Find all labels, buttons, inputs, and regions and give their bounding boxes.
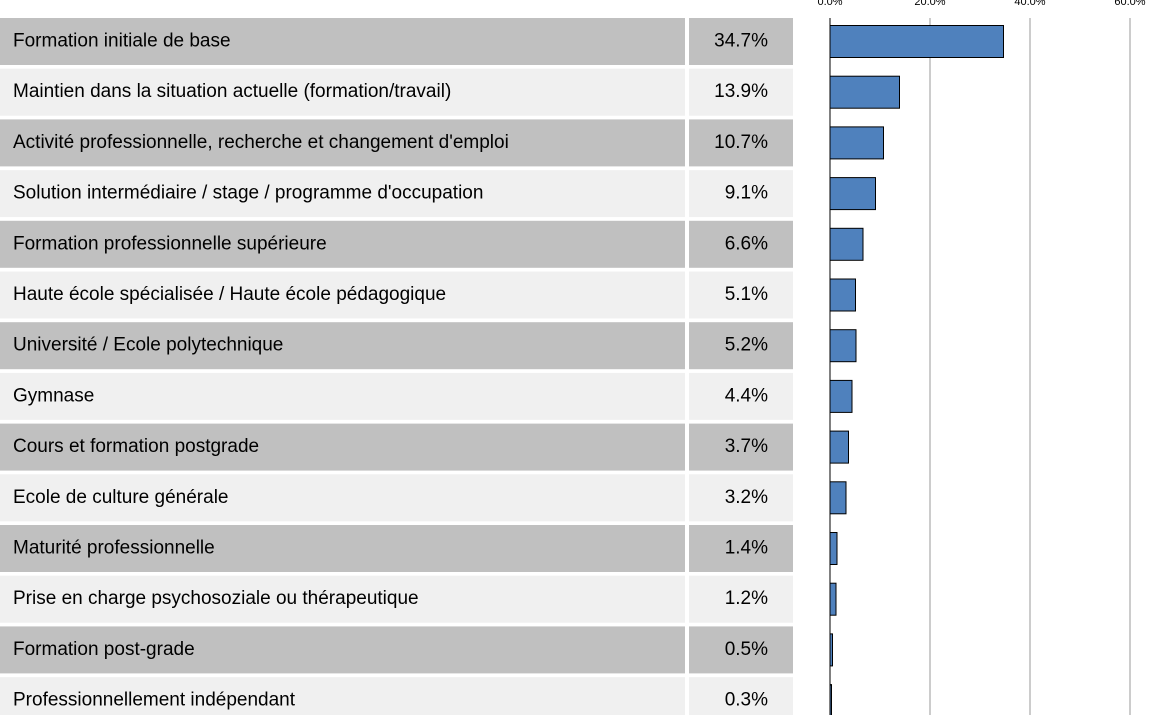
row-label-cell [0, 372, 685, 420]
value-label: 3.2% [725, 487, 768, 508]
x-tick-label: 60.0% [1114, 0, 1145, 8]
bar [829, 75, 900, 109]
value-label: 0.5% [725, 639, 768, 660]
row-value-cell [689, 575, 793, 623]
bar [829, 379, 853, 413]
bar [829, 582, 837, 616]
x-tick-label: 40.0% [1014, 0, 1045, 8]
row-label-cell [0, 474, 685, 522]
row-label-cell [0, 677, 685, 720]
bar [829, 278, 856, 312]
row-label-cell [0, 220, 685, 268]
row-value-cell [689, 271, 793, 319]
value-label: 34.7% [714, 31, 768, 52]
category-label: Professionnellement indépendant [13, 690, 296, 711]
row-label-cell [0, 575, 685, 623]
row-value-cell [689, 119, 793, 167]
category-label: Solution intermédiaire / stage / program… [13, 183, 483, 204]
bar [829, 684, 832, 718]
category-label: Cours et formation postgrade [13, 436, 259, 457]
category-label: Gymnase [13, 385, 94, 406]
row-value-cell [689, 170, 793, 218]
category-label: Haute école spécialisée / Haute école pé… [13, 284, 446, 305]
bar [829, 126, 884, 160]
x-tick-label: 20.0% [914, 0, 945, 8]
category-label: Maintien dans la situation actuelle (for… [13, 81, 451, 102]
bar [829, 25, 1004, 58]
bar [829, 329, 857, 363]
row-value-cell [689, 474, 793, 522]
row-value-cell [689, 68, 793, 116]
row-value-cell [689, 626, 793, 674]
value-label: 6.6% [725, 233, 768, 254]
row-value-cell [689, 220, 793, 268]
bar [829, 177, 876, 211]
bar [829, 430, 849, 464]
category-label: Maturité professionnelle [13, 538, 215, 559]
row-value-cell [689, 322, 793, 370]
value-label: 4.4% [725, 385, 768, 406]
category-label: Université / Ecole polytechnique [13, 335, 283, 356]
x-tick-label: 0.0% [817, 0, 842, 8]
row-label-cell [0, 322, 685, 370]
row-label-cell [0, 626, 685, 674]
row-label-cell [0, 525, 685, 572]
category-label: Prise en charge psychosoziale ou thérape… [13, 588, 419, 609]
value-label: 5.1% [725, 284, 768, 305]
value-label: 0.3% [725, 690, 768, 711]
row-value-cell [689, 18, 793, 65]
value-label: 13.9% [714, 81, 768, 102]
row-value-cell [689, 677, 793, 720]
value-label: 1.2% [725, 588, 768, 609]
category-label: Formation professionnelle supérieure [13, 233, 327, 254]
row-value-cell [689, 423, 793, 471]
bar [829, 481, 847, 515]
value-label: 9.1% [725, 183, 768, 204]
category-label: Ecole de culture générale [13, 487, 228, 508]
category-label: Formation post-grade [13, 639, 195, 660]
row-label-cell [0, 423, 685, 471]
bar [829, 532, 838, 565]
row-label-cell [0, 170, 685, 218]
value-label: 10.7% [714, 132, 768, 153]
row-label-cell [0, 68, 685, 116]
value-label: 1.4% [725, 538, 768, 559]
category-label: Formation initiale de base [13, 31, 231, 52]
category-label: Activité professionnelle, recherche et c… [13, 132, 509, 153]
row-label-cell [0, 119, 685, 167]
value-label: 3.7% [725, 436, 768, 457]
value-label: 5.2% [725, 335, 768, 356]
row-label-cell [0, 18, 685, 65]
row-value-cell [689, 525, 793, 572]
row-label-cell [0, 271, 685, 319]
bar [829, 633, 833, 667]
row-value-cell [689, 372, 793, 420]
bar [829, 227, 864, 261]
